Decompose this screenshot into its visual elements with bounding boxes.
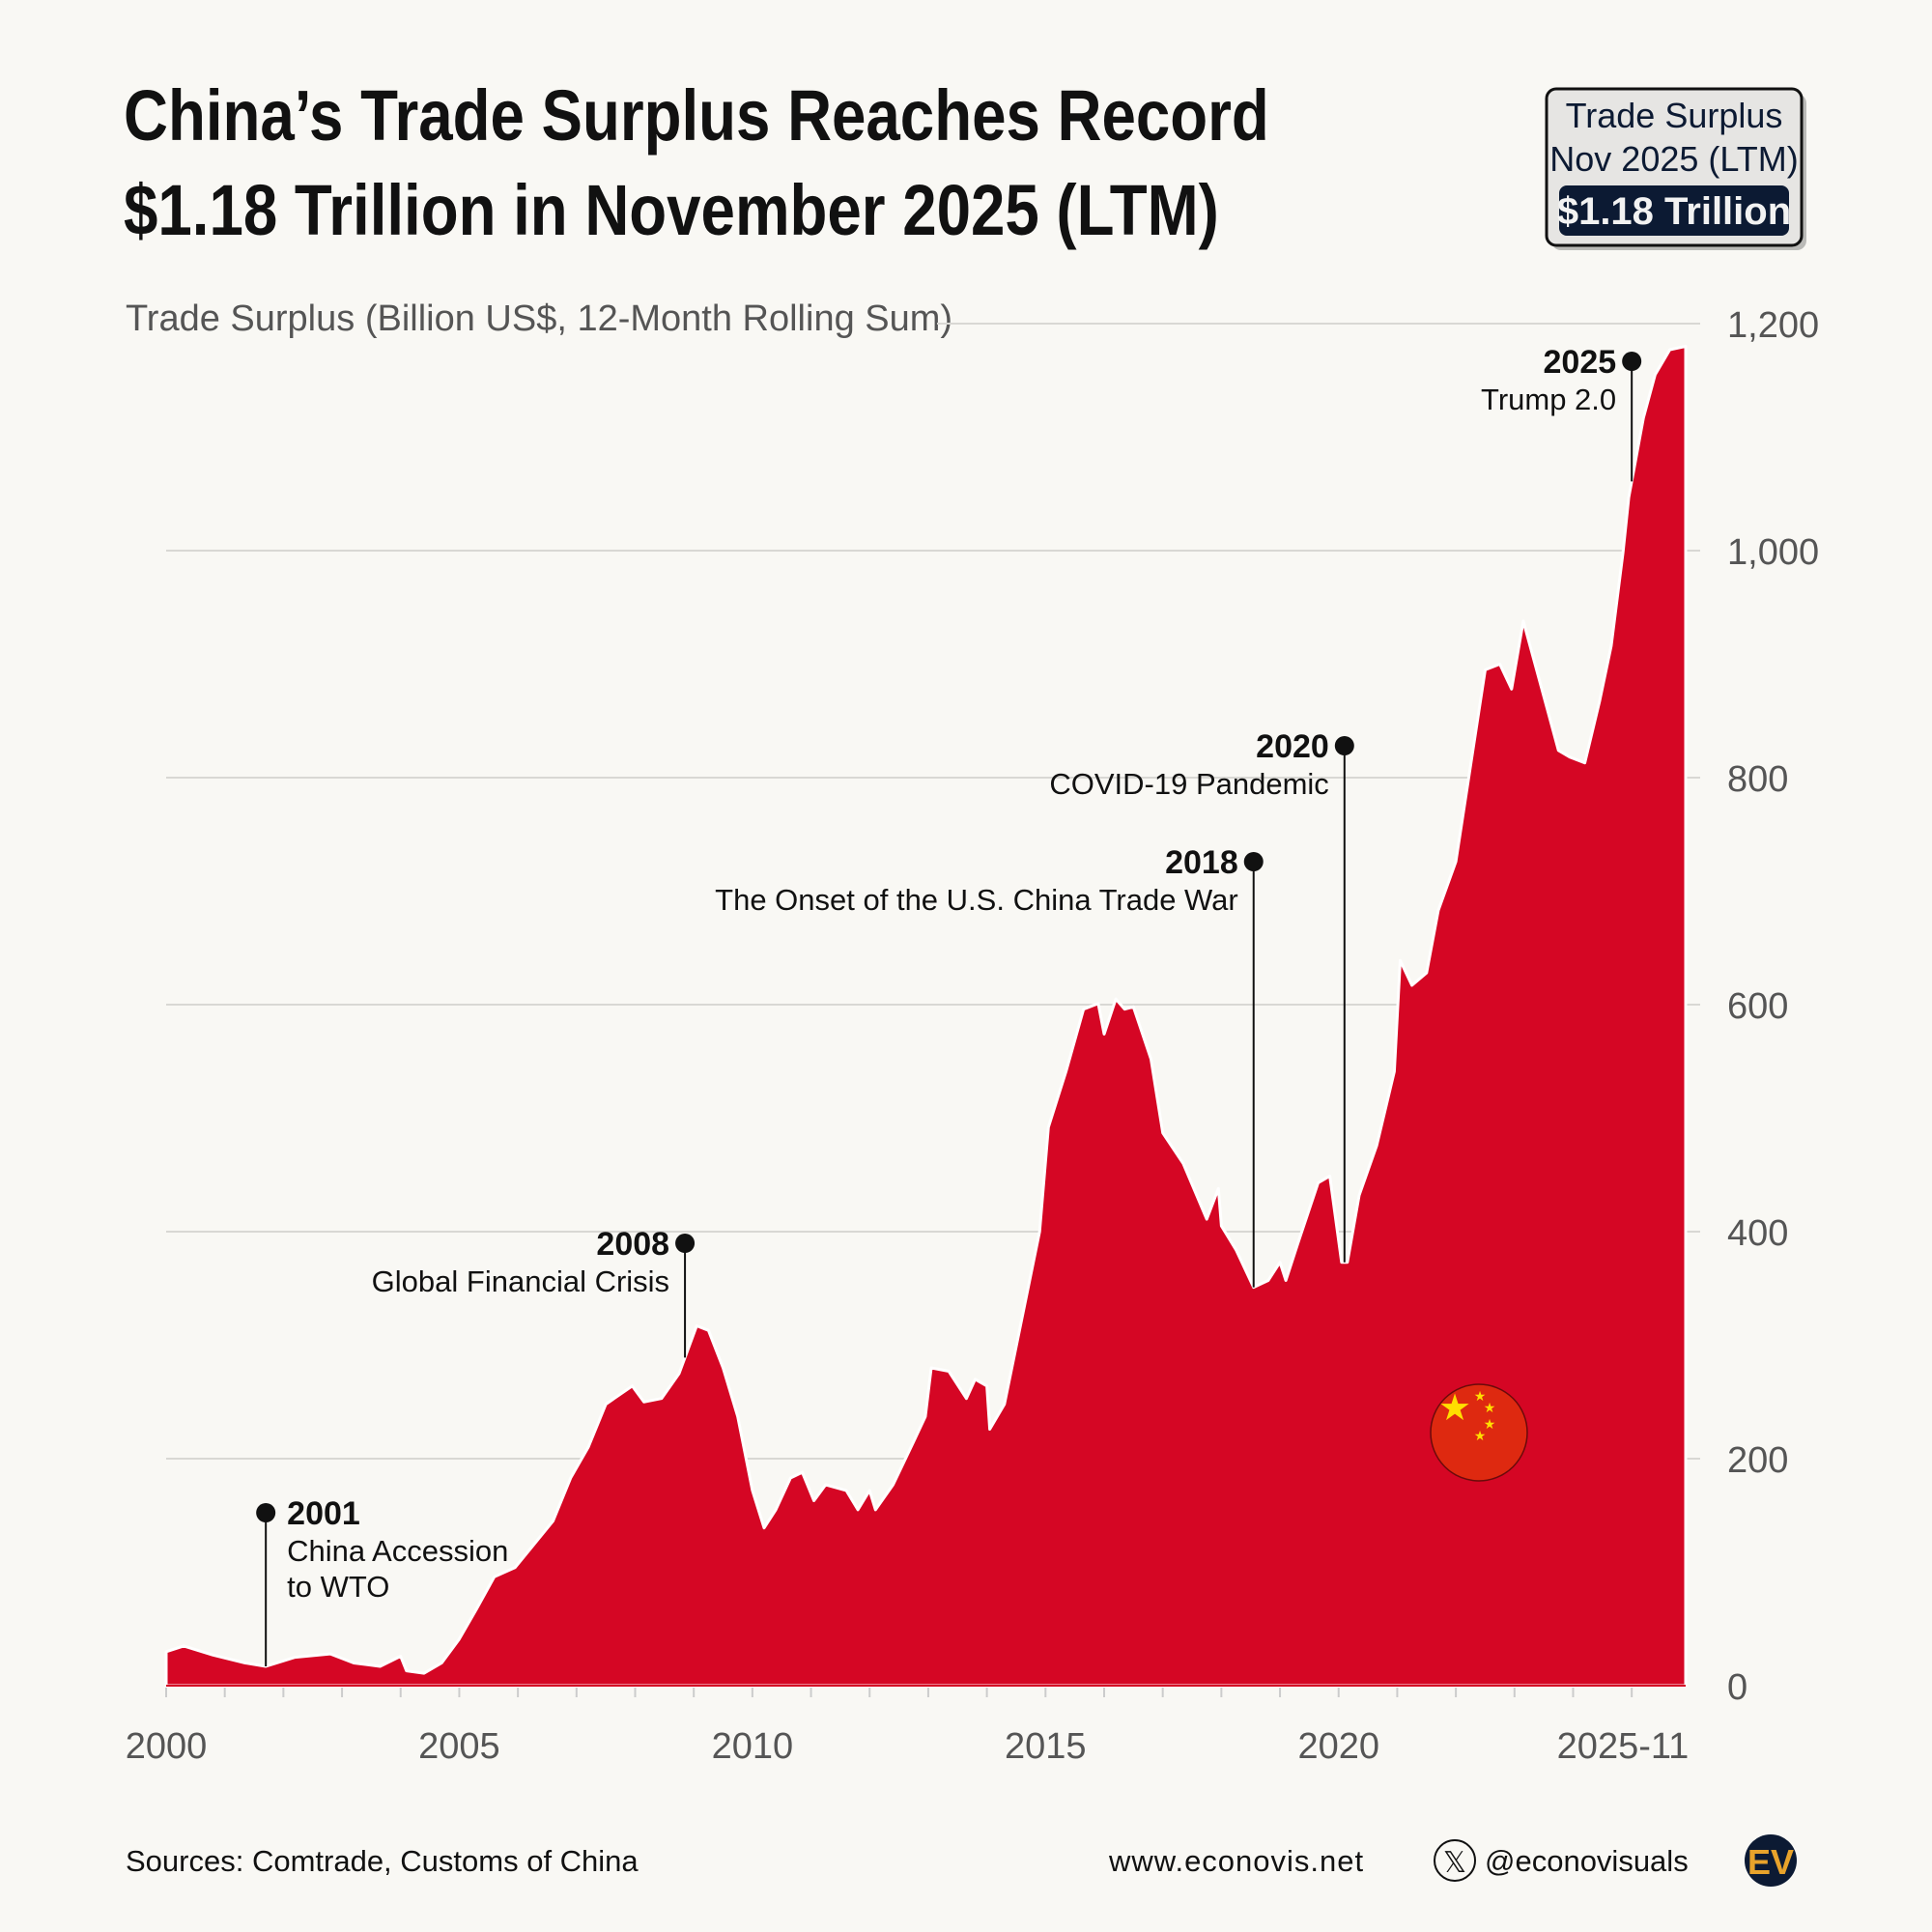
- annotation-label: China Accession: [287, 1534, 508, 1568]
- logo-text: EV: [1747, 1842, 1794, 1882]
- callout-value: $1.18 Trillion: [1557, 190, 1791, 233]
- annotation-label: Global Financial Crisis: [372, 1264, 669, 1298]
- annotation-label: Trump 2.0: [1481, 383, 1616, 416]
- axis-ticks: 0 200 400 600 800 1,000 1,200 2000 2005 2010 2015 2…: [126, 305, 1819, 1767]
- annotation-year: 2001: [287, 1495, 360, 1532]
- svg-text:★: ★: [1484, 1416, 1496, 1432]
- y-axis-title: Trade Surplus (Billion US$, 12-Month Rol…: [126, 298, 952, 339]
- annotation-dot: [256, 1503, 276, 1522]
- callout-value-bg: [1559, 185, 1789, 236]
- x-tick-label: 2020: [1297, 1726, 1379, 1767]
- annotation-year: 2018: [1165, 844, 1238, 881]
- title-line-1: China’s Trade Surplus Reaches Record: [124, 76, 1269, 156]
- annotation-year: 2008: [596, 1226, 669, 1263]
- annotation-label: COVID-19 Pandemic: [1049, 767, 1328, 801]
- svg-text:★: ★: [1474, 1428, 1487, 1443]
- svg-text:★: ★: [1438, 1388, 1471, 1429]
- x-logo-icon: 𝕏: [1434, 1839, 1476, 1882]
- title-line-2: $1.18 Trillion in November 2025 (LTM): [124, 171, 1219, 251]
- annotation-label: to WTO: [287, 1570, 389, 1604]
- china-flag-icon: ★ ★ ★ ★ ★: [1430, 1383, 1528, 1482]
- svg-text:★: ★: [1484, 1400, 1496, 1415]
- callout-line-2: Nov 2025 (LTM): [1549, 139, 1798, 179]
- sources: Sources: Comtrade, Customs of China: [126, 1844, 639, 1878]
- y-tick-label: 200: [1727, 1440, 1788, 1481]
- area-series: [164, 345, 1688, 1688]
- y-tick-label: 400: [1727, 1213, 1788, 1254]
- y-tick-label: 1,200: [1727, 305, 1819, 346]
- area-fill: [164, 345, 1688, 1688]
- annotation-dot: [1243, 852, 1264, 871]
- annotation-dot: [1334, 736, 1354, 755]
- annotation-dot: [1622, 352, 1642, 371]
- callout-line-1: Trade Surplus: [1566, 96, 1783, 135]
- x-tick-label: 2015: [1005, 1726, 1087, 1767]
- annotation-year: 2020: [1256, 728, 1329, 765]
- social-handle[interactable]: @econovisuals: [1485, 1844, 1689, 1878]
- y-tick-label: 800: [1727, 759, 1788, 800]
- y-tick-label: 600: [1727, 986, 1788, 1027]
- svg-text:★: ★: [1474, 1388, 1487, 1404]
- callout-box: Trade Surplus Nov 2025 (LTM) $1.18 Trill…: [1545, 87, 1806, 250]
- annotation-label: The Onset of the U.S. China Trade War: [715, 883, 1238, 917]
- econovis-logo: EV: [1745, 1834, 1797, 1887]
- x-tick-label: 2010: [712, 1726, 794, 1767]
- annotation-year: 2025: [1544, 344, 1617, 381]
- x-tick-label: 2025-11: [1557, 1726, 1690, 1767]
- website-link[interactable]: www.econovis.net: [1108, 1844, 1364, 1878]
- svg-text:𝕏: 𝕏: [1443, 1847, 1466, 1879]
- annotation-dot: [675, 1234, 696, 1253]
- y-tick-label: 1,000: [1727, 532, 1819, 573]
- x-tick-label: 2005: [418, 1726, 500, 1767]
- x-tick-label: 2000: [126, 1726, 208, 1767]
- y-tick-label: 0: [1727, 1667, 1747, 1708]
